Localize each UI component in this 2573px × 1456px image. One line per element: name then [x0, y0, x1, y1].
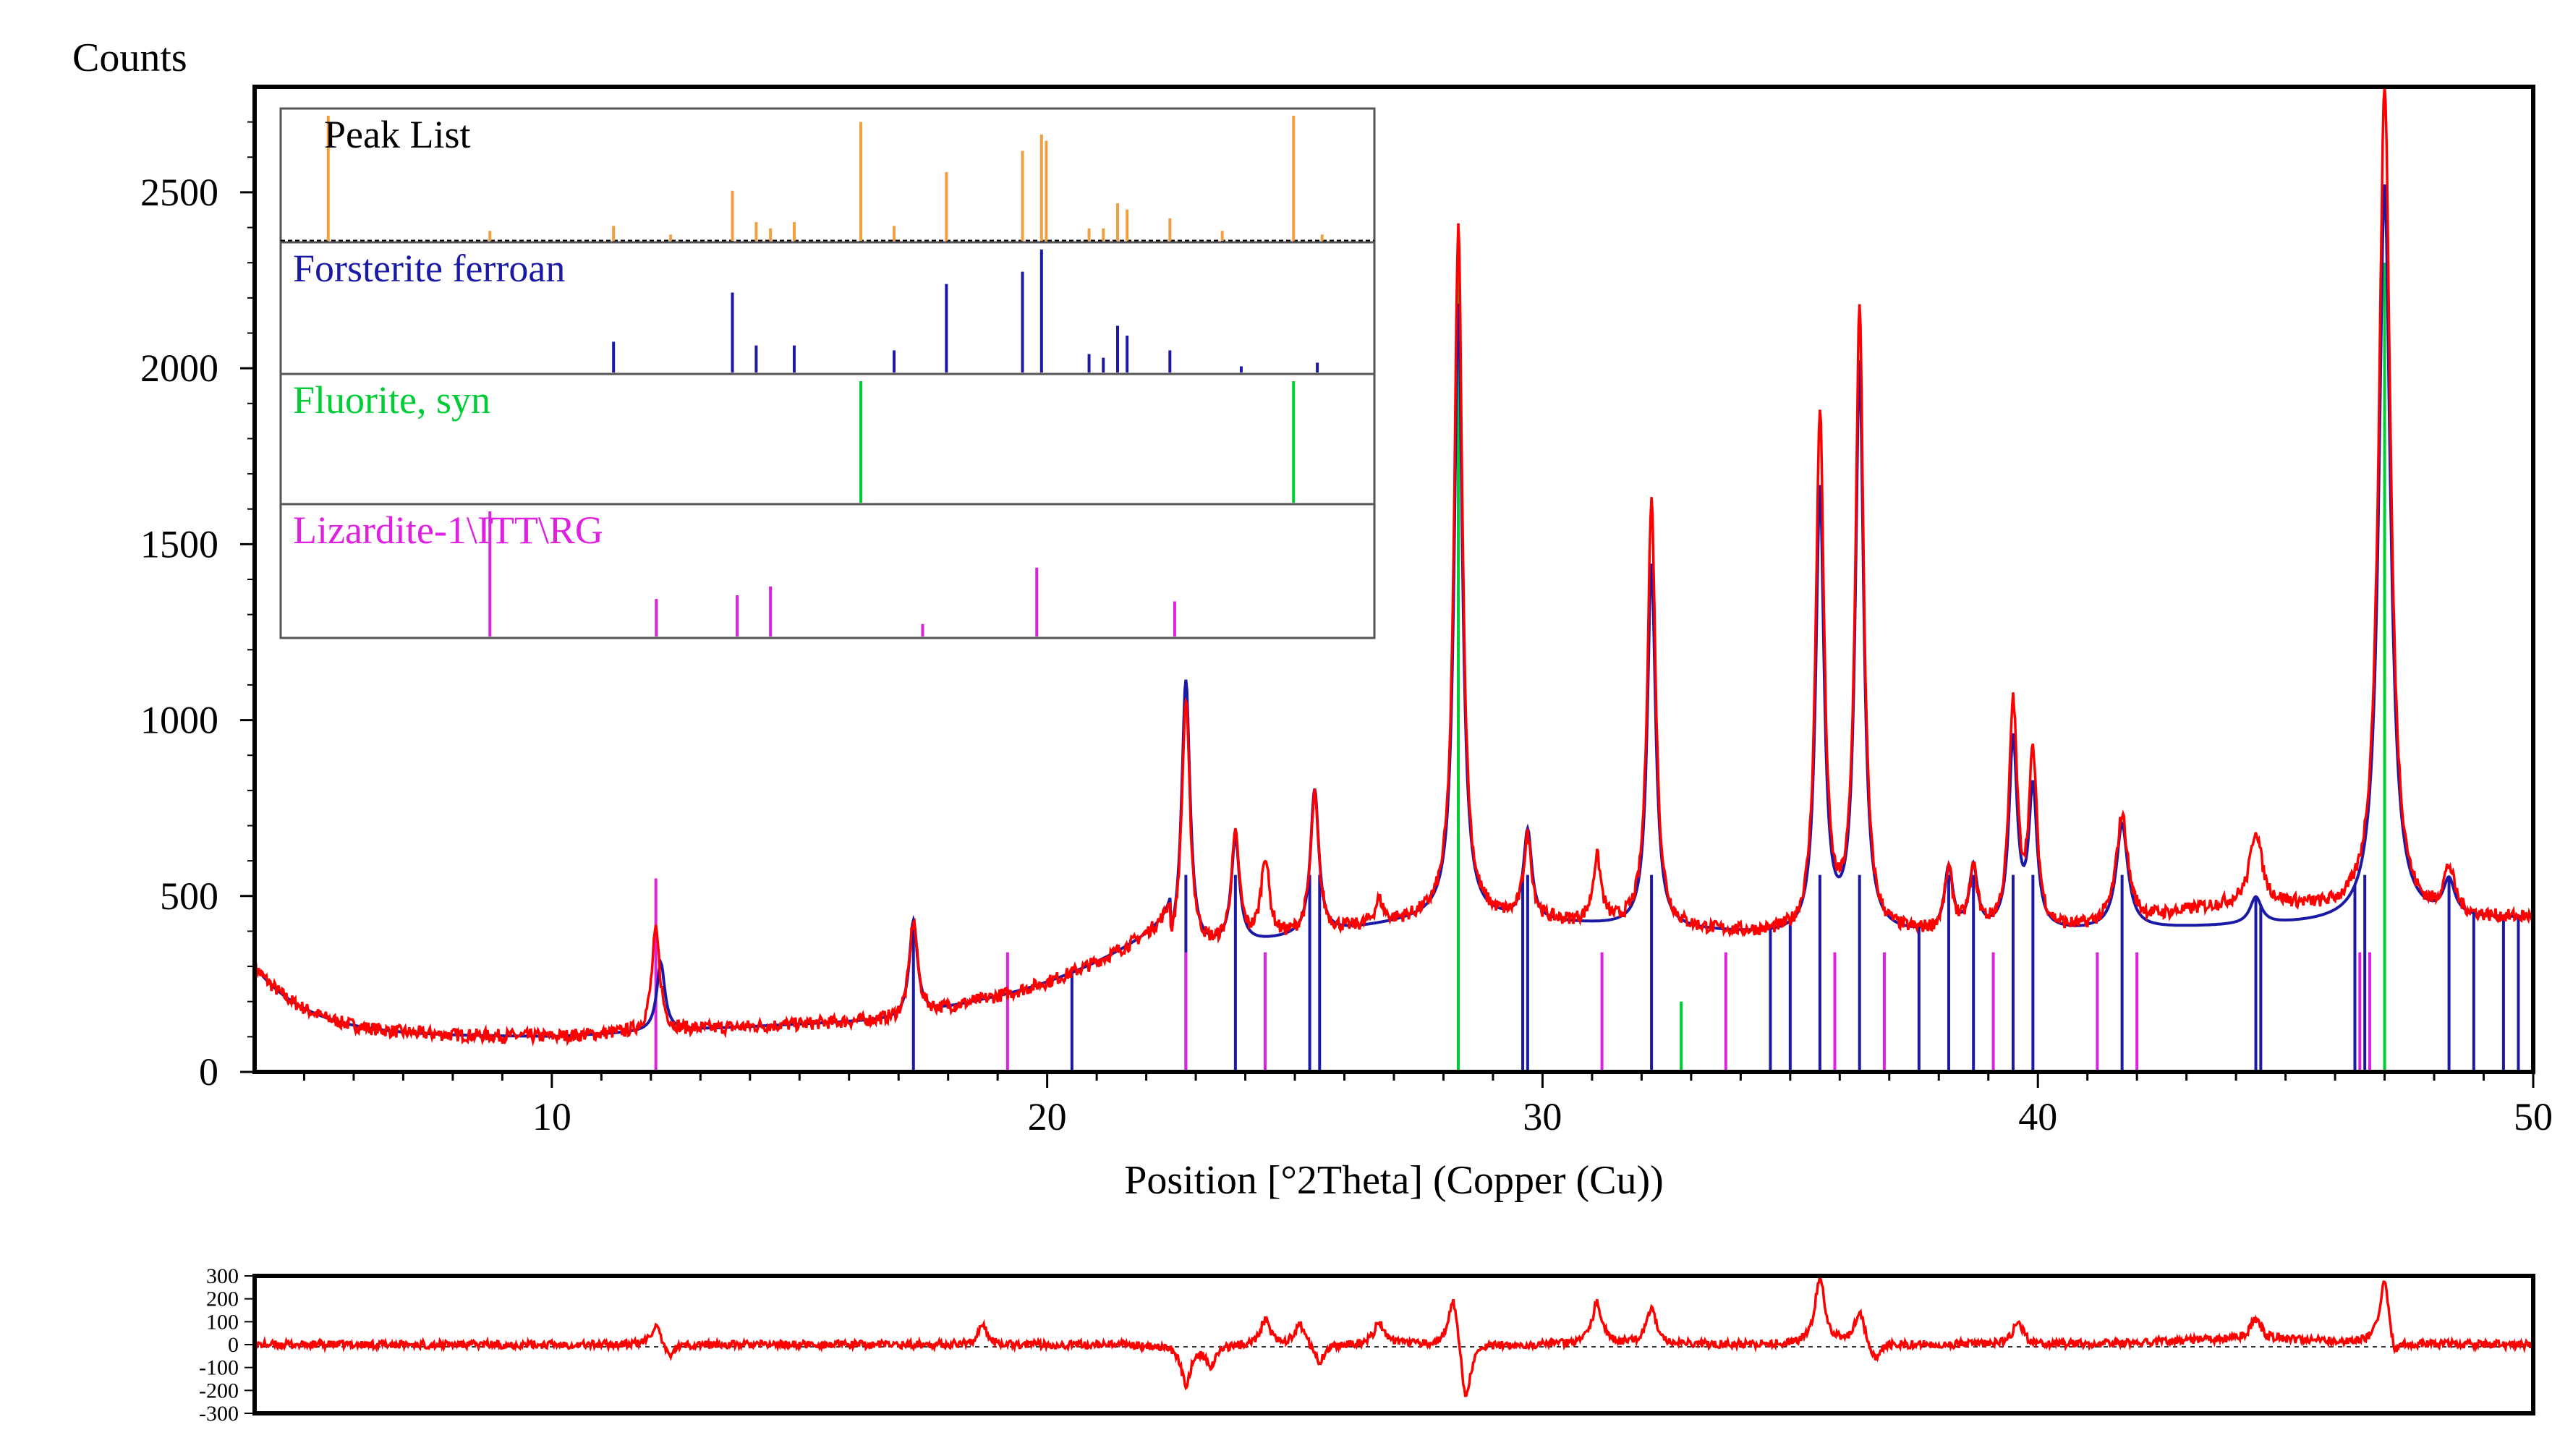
x-axis-ticks: 10 20 30 40 50 [302, 1072, 2553, 1138]
inset-panel-label: Fluorite, syn [293, 378, 490, 422]
x-tick-label: 50 [2514, 1095, 2553, 1138]
diff-y-tick-label: 0 [228, 1333, 239, 1357]
y-tick-label: 0 [199, 1050, 218, 1094]
observed-pattern-line [255, 87, 2533, 1047]
diff-y-tick-label: -300 [199, 1402, 239, 1426]
x-tick-label: 30 [1523, 1095, 1562, 1138]
x-axis-title: Position [°2Theta] (Copper (Cu)) [1124, 1158, 1664, 1203]
y-tick-label: 500 [160, 874, 218, 918]
x-tick-label: 10 [532, 1095, 571, 1138]
y-tick-label: 2000 [140, 346, 218, 390]
y-tick-label: 1500 [140, 522, 218, 566]
inset-panel-label: Peak List [324, 113, 470, 156]
main-plot: 10 20 30 40 50 0 500 1000 1500 2000 2500 Counts P… [72, 35, 2553, 1203]
reference-marker-lines [654, 234, 2520, 1072]
y-axis-ticks: 0 500 1000 1500 2000 2500 [140, 121, 255, 1094]
inset-panel: Forsterite ferroan [281, 241, 1374, 372]
diff-y-tick-label: -200 [199, 1379, 239, 1402]
diff-y-tick-label: -100 [199, 1356, 239, 1380]
x-tick-label: 20 [1028, 1095, 1067, 1138]
inset-panel: Lizardite-1\ITT\RG [281, 503, 1374, 637]
inset-panel-label: Lizardite-1\ITT\RG [293, 508, 603, 552]
y-axis-title: Counts [72, 35, 187, 80]
inset-panel: Fluorite, syn [281, 372, 1374, 503]
diff-y-tick-label: 200 [206, 1287, 239, 1311]
difference-line [254, 1275, 2535, 1397]
x-tick-label: 40 [2018, 1095, 2057, 1138]
reference-pattern-inset: Peak List Forsterite ferroan Fluorite, syn… [279, 107, 1376, 639]
inset-panel-label: Forsterite ferroan [293, 247, 565, 290]
y-tick-label: 2500 [140, 171, 218, 214]
diff-y-tick-label: 300 [206, 1264, 239, 1288]
diff-y-tick-label: 100 [206, 1310, 239, 1334]
y-tick-label: 1000 [140, 699, 218, 742]
inset-panel: Peak List [281, 113, 1374, 242]
